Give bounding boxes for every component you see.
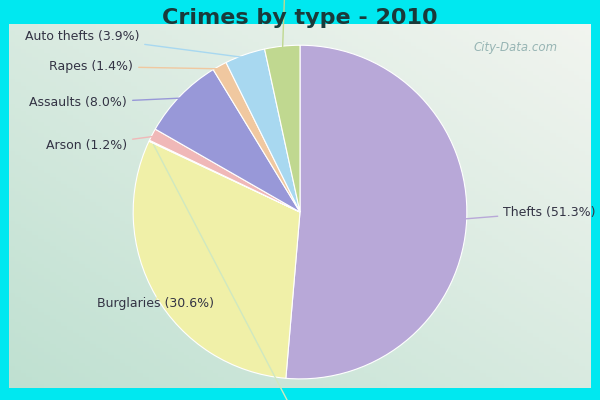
Text: Arson (1.2%): Arson (1.2%)	[46, 136, 152, 152]
Wedge shape	[265, 45, 300, 212]
Wedge shape	[213, 62, 300, 212]
Wedge shape	[149, 140, 300, 212]
Wedge shape	[226, 49, 300, 212]
Wedge shape	[149, 129, 300, 212]
Wedge shape	[286, 45, 467, 379]
Wedge shape	[155, 70, 300, 212]
Wedge shape	[133, 141, 300, 378]
Text: Murders (0.1%): Murders (0.1%)	[154, 145, 348, 400]
Text: Assaults (8.0%): Assaults (8.0%)	[29, 96, 180, 109]
Text: City-Data.com: City-Data.com	[474, 42, 558, 54]
Text: Rapes (1.4%): Rapes (1.4%)	[49, 60, 218, 73]
Text: Burglaries (30.6%): Burglaries (30.6%)	[97, 296, 214, 310]
Text: Crimes by type - 2010: Crimes by type - 2010	[162, 8, 438, 28]
Text: Auto thefts (3.9%): Auto thefts (3.9%)	[25, 30, 243, 57]
Text: Thefts (51.3%): Thefts (51.3%)	[466, 206, 596, 219]
Text: Robberies (3.4%): Robberies (3.4%)	[231, 0, 339, 47]
